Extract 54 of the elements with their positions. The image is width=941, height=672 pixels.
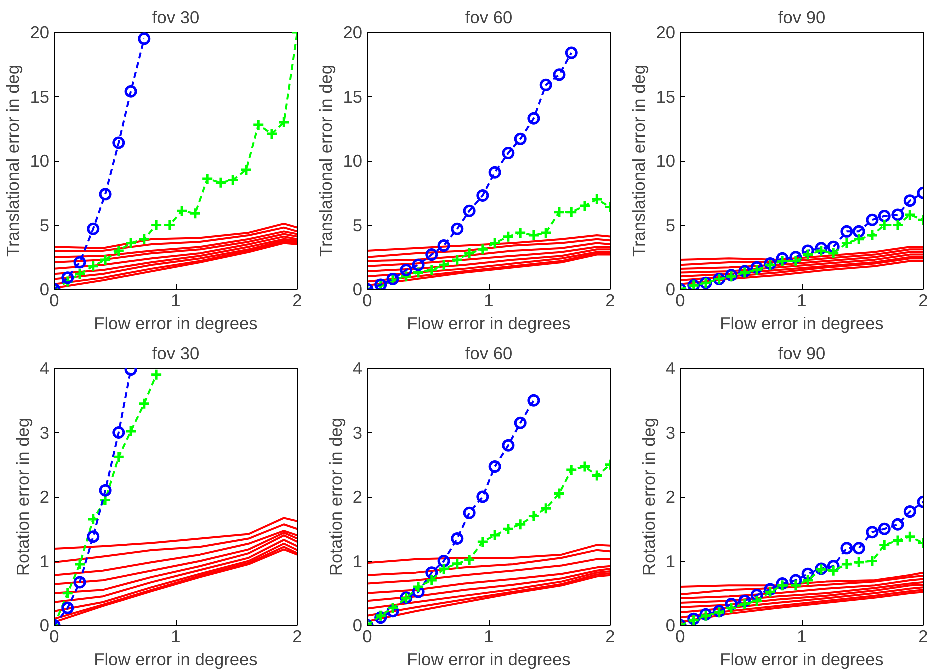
x-tick-label: 2	[292, 626, 302, 646]
chart-title: fov 90	[778, 344, 826, 364]
y-tick-label: 10	[656, 151, 676, 171]
y-axis-title: Translational error in deg	[316, 64, 336, 257]
x-axis-title: Flow error in degrees	[720, 314, 884, 334]
x-axis-title: Flow error in degrees	[720, 650, 884, 670]
chart-title: fov 60	[465, 344, 513, 364]
y-axis-title: Rotation error in deg	[12, 418, 33, 576]
x-axis-title: Flow error in degrees	[407, 650, 572, 670]
y-tick-label: 15	[30, 86, 50, 107]
chart-title: fov 30	[152, 344, 200, 364]
y-tick-label: 15	[656, 86, 676, 107]
x-tick-label: 1	[484, 290, 494, 310]
y-tick-label: 5	[666, 215, 676, 236]
chart-title: fov 60	[465, 8, 513, 28]
y-tick-label: 1	[352, 551, 363, 572]
x-axis-title: Flow error in degrees	[94, 314, 258, 334]
x-tick-label: 1	[797, 290, 807, 310]
y-tick-label: 1	[666, 551, 676, 572]
x-tick-label: 1	[171, 290, 181, 310]
y-tick-label: 3	[666, 422, 676, 443]
y-tick-label: 3	[40, 422, 50, 443]
x-tick-label: 2	[292, 290, 302, 310]
x-tick-label: 1	[797, 626, 807, 646]
y-tick-label: 2	[352, 487, 363, 507]
y-axis-title: Rotation error in deg	[326, 418, 346, 576]
chart-title: fov 90	[778, 8, 826, 28]
y-tick-label: 3	[352, 422, 363, 443]
x-tick-label: 2	[606, 290, 616, 310]
y-tick-label: 2	[666, 487, 676, 507]
y-axis-title: Rotation error in deg	[638, 418, 659, 576]
x-tick-label: 1	[484, 626, 494, 646]
y-tick-label: 2	[40, 487, 50, 507]
x-tick-label: 2	[606, 626, 616, 646]
y-axis-title: Translational error in deg	[3, 64, 24, 257]
y-tick-label: 1	[40, 551, 50, 572]
y-tick-label: 20	[656, 22, 676, 42]
y-tick-label: 10	[343, 151, 363, 171]
y-tick-label: 4	[352, 358, 363, 378]
y-tick-label: 20	[343, 22, 363, 42]
y-tick-label: 10	[30, 151, 50, 171]
x-tick-label: 2	[918, 626, 928, 646]
chart-title: fov 30	[152, 8, 200, 28]
y-tick-label: 5	[40, 215, 50, 236]
y-axis-title: Translational error in deg	[629, 64, 650, 257]
x-tick-label: 1	[171, 626, 181, 646]
y-tick-label: 20	[30, 22, 50, 42]
y-tick-label: 4	[666, 358, 676, 378]
y-tick-label: 4	[40, 358, 50, 378]
y-tick-label: 5	[352, 215, 363, 236]
x-axis-title: Flow error in degrees	[407, 314, 572, 334]
x-axis-title: Flow error in degrees	[94, 650, 258, 670]
y-tick-label: 15	[343, 86, 363, 107]
x-tick-label: 2	[918, 290, 928, 310]
